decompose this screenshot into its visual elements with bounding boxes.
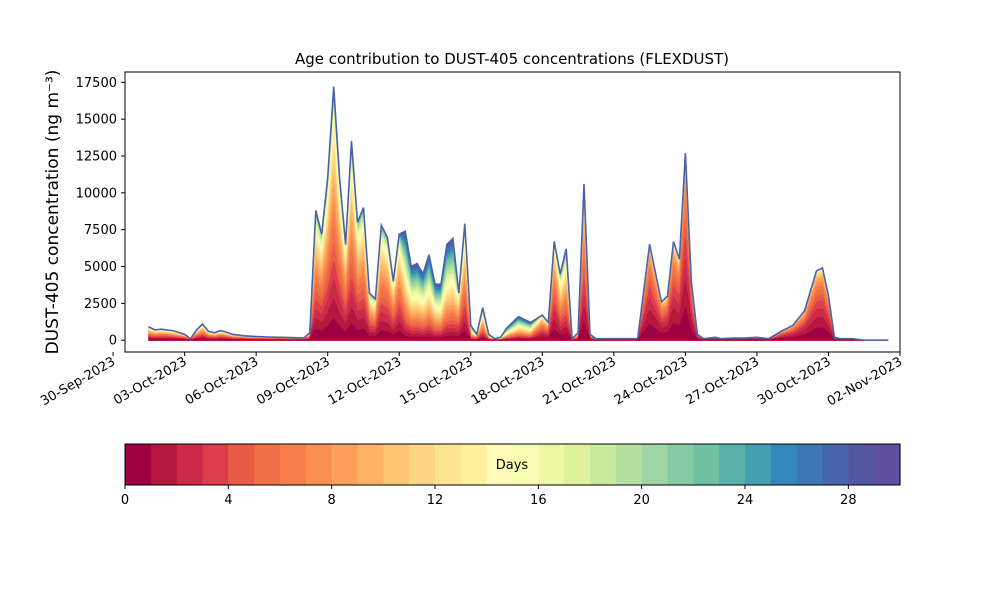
x-tick-label: 21-Oct-2023 [540, 354, 618, 408]
colorbar-tick-label: 8 [328, 493, 336, 508]
age-band-day-27 [148, 86, 889, 341]
age-band-day-18 [148, 105, 889, 341]
colorbar-tick-label: 20 [633, 493, 650, 508]
y-tick-label: 7500 [84, 223, 117, 238]
age-band-day-15 [148, 121, 889, 341]
y-tick-label: 10000 [76, 186, 117, 201]
x-axis: 30-Sep-202303-Oct-202306-Oct-202309-Oct-… [38, 352, 905, 409]
colorbar-swatch-day-4 [228, 444, 255, 485]
colorbar-swatch-day-24 [745, 444, 772, 485]
y-tick-label: 12500 [76, 150, 117, 165]
x-tick-label: 03-Oct-2023 [111, 354, 189, 408]
colorbar-frame [124, 443, 901, 486]
colorbar-tick-label: 4 [224, 493, 232, 508]
x-tick-label: 09-Oct-2023 [254, 354, 332, 408]
age-band-day-9 [148, 173, 889, 341]
colorbar-swatch-day-11 [409, 444, 436, 485]
y-axis: 0 2500 5000 7500 10000 12500 15000 17500 [76, 76, 125, 349]
colorbar: Days 0 4 8 12 16 20 24 28 [121, 443, 901, 508]
age-band-day-16 [148, 115, 889, 341]
age-band-day-12 [148, 144, 889, 341]
colorbar-swatch-day-28 [848, 444, 875, 485]
colorbar-swatch-day-10 [383, 444, 410, 485]
colorbar-swatch-day-17 [564, 444, 591, 485]
colorbar-tick-label: 12 [427, 493, 444, 508]
colorbar-swatch-day-22 [693, 444, 720, 485]
colorbar-swatch-day-23 [719, 444, 746, 485]
y-tick-label: 5000 [84, 260, 117, 275]
colorbar-swatch-day-12 [435, 444, 462, 485]
age-band-day-26 [148, 87, 889, 341]
colorbar-swatch-day-5 [254, 444, 281, 485]
colorbar-swatch-day-8 [331, 444, 359, 485]
age-band-day-17 [148, 110, 889, 341]
total-concentration-line [148, 86, 889, 341]
y-tick-label: 15000 [76, 113, 117, 128]
age-band-day-29 [148, 86, 889, 341]
colorbar-swatch-day-29 [874, 444, 901, 485]
x-tick-label: 27-Oct-2023 [684, 354, 762, 408]
x-tick-label: 18-Oct-2023 [469, 354, 547, 408]
x-tick-label: 30-Sep-2023 [38, 354, 118, 409]
plot-frame [124, 71, 901, 353]
age-band-day-23 [148, 90, 889, 341]
y-tick-label: 0 [109, 334, 117, 349]
x-tick-label: 24-Oct-2023 [612, 354, 690, 408]
colorbar-tick-label: 16 [530, 493, 547, 508]
colorbar-swatch-day-9 [357, 444, 384, 485]
y-tick-label: 17500 [76, 76, 117, 91]
colorbar-tick-label: 24 [737, 493, 754, 508]
colorbar-swatch-day-25 [770, 444, 798, 485]
age-band-day-24 [148, 89, 889, 341]
colorbar-tick-label: 28 [840, 493, 857, 508]
colorbar-swatch-day-0 [125, 444, 152, 485]
colorbar-swatch-day-21 [667, 444, 694, 485]
colorbar-swatch-day-3 [202, 444, 229, 485]
colorbar-swatch-day-1 [150, 444, 178, 485]
age-band-day-25 [148, 88, 889, 341]
colorbar-swatch-day-7 [305, 444, 333, 485]
age-band-day-28 [148, 86, 889, 341]
chart-title: Age contribution to DUST-405 concentrati… [295, 50, 729, 68]
age-band-day-20 [148, 97, 889, 341]
x-tick-label: 02-Nov-2023 [825, 354, 905, 409]
colorbar-swatch-day-27 [822, 444, 849, 485]
colorbar-tick-label: 0 [121, 493, 129, 508]
total-line-group [148, 86, 889, 341]
colorbar-label: Days [496, 458, 529, 473]
age-band-day-14 [148, 128, 889, 341]
y-tick-label: 2500 [84, 297, 117, 312]
age-band-day-10 [148, 163, 889, 341]
colorbar-swatch-day-20 [641, 444, 669, 485]
age-band-day-13 [148, 136, 889, 341]
x-tick-label: 12-Oct-2023 [326, 354, 404, 408]
age-band-day-19 [148, 101, 889, 341]
x-tick-label: 15-Oct-2023 [397, 354, 475, 408]
stacked-age-bands [148, 86, 889, 341]
colorbar-swatch-day-14 [486, 444, 514, 485]
age-band-day-21 [148, 94, 889, 341]
x-tick-label: 06-Oct-2023 [183, 354, 261, 408]
y-axis-label: DUST-405 concentration (ng m⁻³) [43, 70, 63, 355]
colorbar-swatch-day-26 [796, 444, 824, 485]
colorbar-swatch-day-13 [460, 444, 488, 485]
age-band-day-11 [148, 153, 889, 341]
colorbar-swatch-day-6 [280, 444, 307, 485]
colorbar-swatch-day-15 [512, 444, 539, 485]
age-band-day-0 [148, 307, 889, 341]
colorbar-swatch-day-16 [538, 444, 565, 485]
colorbar-swatch-day-19 [615, 444, 643, 485]
age-band-day-22 [148, 92, 889, 341]
x-tick-label: 30-Oct-2023 [755, 354, 833, 408]
colorbar-swatch-day-18 [590, 444, 617, 485]
colorbar-swatch-day-2 [176, 444, 204, 485]
